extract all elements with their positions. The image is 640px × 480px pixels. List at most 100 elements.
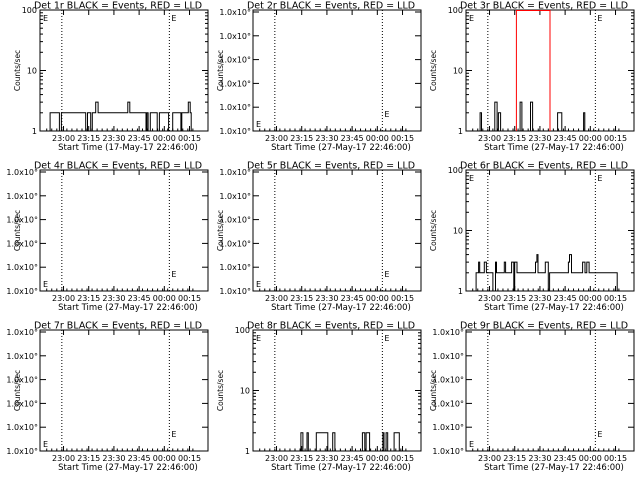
panel-det-5r: Det 5r BLACK = Events, RED = LLD1.0x10°1… xyxy=(216,161,422,313)
x-tick-label: 23:45 xyxy=(341,454,364,463)
x-tick-label: 00:00 xyxy=(366,134,389,143)
y-tick-label: 10 xyxy=(453,227,463,236)
x-tick-label: 23:30 xyxy=(315,454,338,463)
y-axis-title: Counts/sec xyxy=(429,210,438,251)
y-tick-label: 100 xyxy=(448,166,463,175)
x-tick-label: 00:15 xyxy=(391,134,414,143)
events-trace xyxy=(49,101,192,132)
y-tick-label: 1.0x10° xyxy=(6,352,38,361)
panel-title: Det 6r BLACK = Events, RED = LLD xyxy=(460,161,628,172)
x-tick-label: 23:00 xyxy=(478,294,501,303)
y-tick-label: 1.0x10° xyxy=(6,328,38,337)
y-tick-label: 1.0x10° xyxy=(219,56,251,65)
y-tick-label: 1.0x10° xyxy=(432,328,464,337)
x-tick-label: 23:45 xyxy=(128,294,151,303)
y-tick-label: 1.0x10° xyxy=(6,447,38,456)
x-tick-label: 23:00 xyxy=(52,454,75,463)
x-tick-label: 00:00 xyxy=(153,454,176,463)
panel-title: Det 8r BLACK = Events, RED = LLD xyxy=(247,321,415,332)
plot-frame xyxy=(39,169,209,292)
panel-title: Det 2r BLACK = Events, RED = LLD xyxy=(247,1,415,12)
y-tick-label: 10 xyxy=(240,387,250,396)
x-tick-label: 23:30 xyxy=(102,454,125,463)
x-tick-label: 23:15 xyxy=(503,454,526,463)
x-tick-label: 23:30 xyxy=(315,294,338,303)
x-tick-label: 23:30 xyxy=(528,454,551,463)
y-tick-label: 1.0x10° xyxy=(432,399,464,408)
y-tick-label: 100 xyxy=(235,326,250,335)
x-tick-label: 23:45 xyxy=(128,454,151,463)
y-tick-label: 1.0x10° xyxy=(6,168,38,177)
x-tick-label: 00:15 xyxy=(604,454,627,463)
x-tick-label: 23:00 xyxy=(265,454,288,463)
panel-det-6r: Det 6r BLACK = Events, RED = LLD 1 10 100 Co… xyxy=(429,161,635,313)
x-tick-label: 23:15 xyxy=(503,134,526,143)
x-tick-label: 00:15 xyxy=(604,294,627,303)
marker-e-end: E xyxy=(597,14,602,23)
x-tick-label: 00:00 xyxy=(366,454,389,463)
panel-title: Det 3r BLACK = Events, RED = LLD xyxy=(460,1,628,12)
marker-e-end: E xyxy=(384,334,389,343)
x-tick-label: 00:00 xyxy=(366,294,389,303)
marker-e-end: E xyxy=(384,110,389,119)
y-tick-label: 1.0x10° xyxy=(219,79,251,88)
x-tick-label: 23:00 xyxy=(265,294,288,303)
x-axis-title: Start Time (27-May-17 22:46:00) xyxy=(271,463,411,473)
x-tick-label: 23:45 xyxy=(128,134,151,143)
y-tick-label: 1.0x10° xyxy=(219,239,251,248)
x-tick-label: 23:15 xyxy=(290,454,313,463)
plot-frame xyxy=(465,329,635,452)
y-axis-title: Counts/sec xyxy=(13,210,22,251)
x-axis-title: Start Time (27-May-17 22:46:00) xyxy=(58,463,198,473)
x-tick-label: 00:00 xyxy=(153,294,176,303)
x-tick-label: 23:45 xyxy=(554,134,577,143)
y-tick-label: 1.0x10° xyxy=(219,192,251,201)
x-tick-label: 00:15 xyxy=(178,294,201,303)
y-tick-label: 1.0x10° xyxy=(219,103,251,112)
y-axis-title: Counts/sec xyxy=(429,50,438,91)
y-tick-label: 1.0x10° xyxy=(219,127,251,136)
x-tick-label: 23:45 xyxy=(554,294,577,303)
plot-frame xyxy=(252,169,422,292)
marker-e-end: E xyxy=(384,270,389,279)
y-axis-title: Counts/sec xyxy=(13,50,22,91)
y-tick-label: 1.0x10° xyxy=(432,447,464,456)
x-tick-label: 23:15 xyxy=(290,134,313,143)
marker-e-end: E xyxy=(171,14,176,23)
x-tick-label: 23:00 xyxy=(478,454,501,463)
panel-title: Det 4r BLACK = Events, RED = LLD xyxy=(34,161,202,172)
y-tick-label: 1.0x10° xyxy=(219,287,251,296)
marker-e-end: E xyxy=(171,270,176,279)
marker-e-start: E xyxy=(469,174,474,183)
panel-title: Det 7r BLACK = Events, RED = LLD xyxy=(34,321,202,332)
x-axis-title: Start Time (27-May-17 22:46:00) xyxy=(271,303,411,313)
marker-e-end: E xyxy=(597,174,602,183)
plot-frame xyxy=(39,329,209,452)
x-axis-title: Start Time (27-May-17 22:46:00) xyxy=(484,143,624,153)
marker-e-start: E xyxy=(256,334,261,343)
x-tick-label: 23:30 xyxy=(102,294,125,303)
y-tick-label: 100 xyxy=(22,6,37,15)
marker-e-start: E xyxy=(43,14,48,23)
marker-e-start: E xyxy=(256,280,261,289)
y-tick-label: 10 xyxy=(453,67,463,76)
y-axis-title: Counts/sec xyxy=(13,370,22,411)
y-tick-label: 1.0x10° xyxy=(432,423,464,432)
y-tick-label: 1 xyxy=(458,287,463,296)
y-tick-label: 1.0x10° xyxy=(219,32,251,41)
y-tick-label: 1 xyxy=(245,447,250,456)
x-tick-label: 00:15 xyxy=(391,294,414,303)
x-tick-label: 00:00 xyxy=(579,134,602,143)
marker-e-start: E xyxy=(469,440,474,449)
y-tick-label: 1.0x10° xyxy=(219,263,251,272)
x-tick-label: 23:15 xyxy=(290,294,313,303)
panel-det-1r: Det 1r BLACK = Events, RED = LLD 1 10 100 Co… xyxy=(13,1,209,153)
x-tick-label: 23:00 xyxy=(52,294,75,303)
panel-det-3r: Det 3r BLACK = Events, RED = LLD 1 10 100 Co… xyxy=(429,1,635,153)
x-tick-label: 23:15 xyxy=(77,134,100,143)
x-axis-title: Start Time (17-May-17 22:46:00) xyxy=(58,143,198,153)
x-axis-title: Start Time (27-May-17 22:46:00) xyxy=(484,303,624,313)
y-tick-label: 1.0x10° xyxy=(432,376,464,385)
y-tick-label: 1.0x10° xyxy=(6,423,38,432)
